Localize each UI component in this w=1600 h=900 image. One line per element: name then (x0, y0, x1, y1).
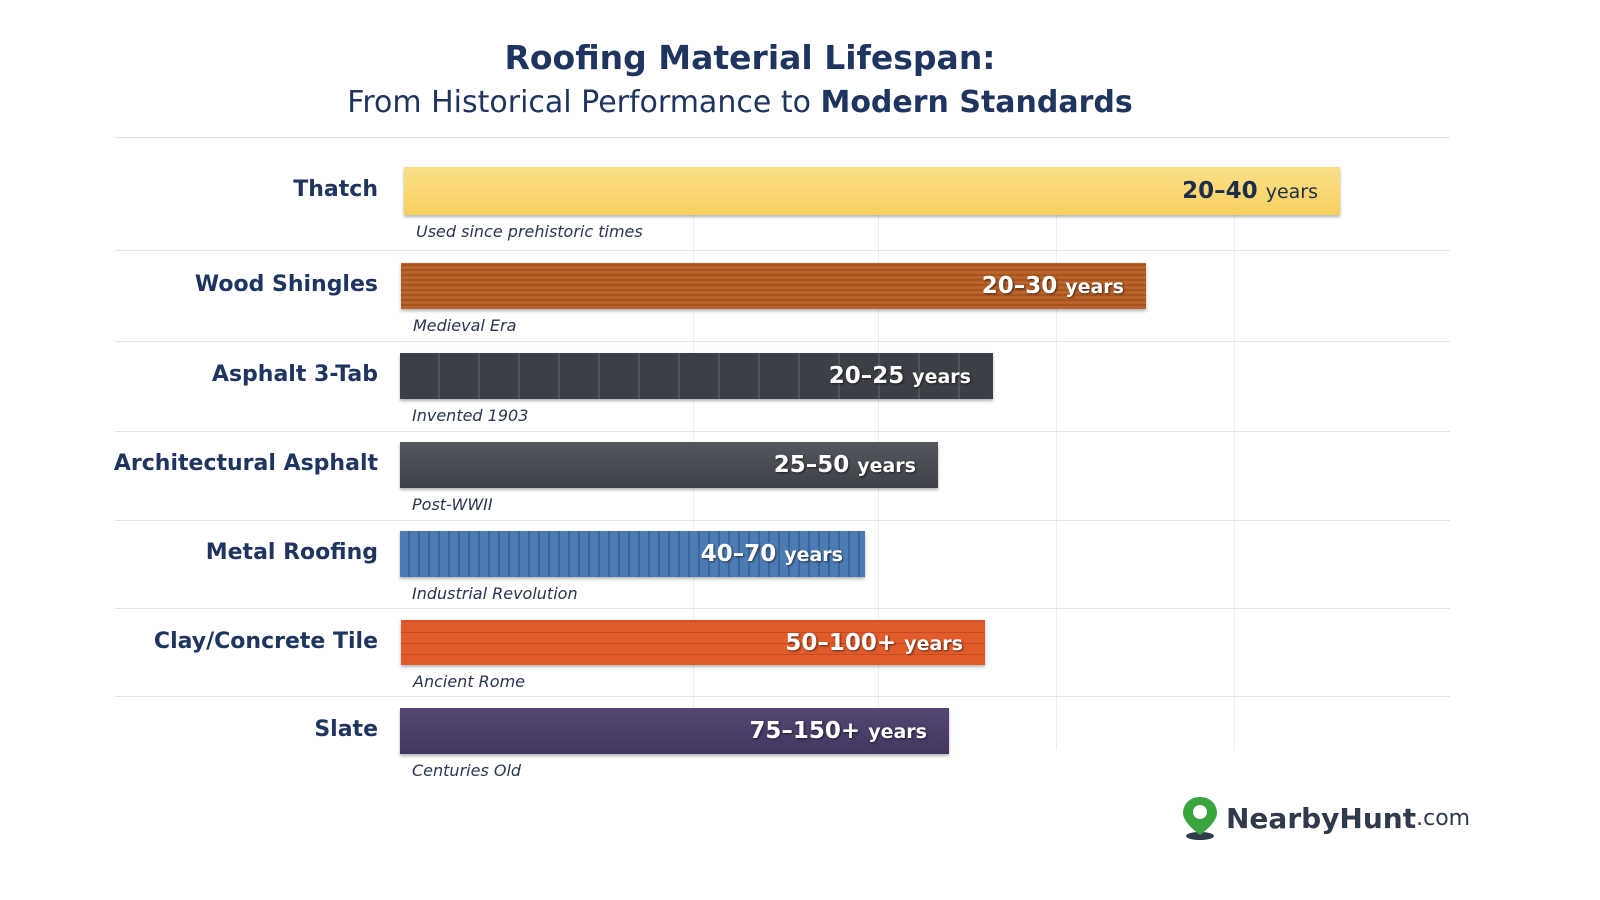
unit: years (912, 366, 971, 388)
value-label: 20–40 years (1182, 178, 1318, 204)
note: Post-WWII (412, 495, 493, 514)
unit: years (784, 544, 843, 566)
unit: years (868, 721, 927, 743)
range: 75–150+ (749, 718, 861, 744)
logo: Nearby Hunt .com (1180, 795, 1470, 841)
row-divider (115, 341, 1450, 342)
logo-part: Hunt (1339, 801, 1417, 835)
subtitle-emphasis: Modern Standards (820, 85, 1133, 120)
unit: years (1065, 276, 1124, 298)
logo-part: Nearby (1226, 801, 1340, 835)
value-label: 50–100+ years (785, 630, 963, 656)
subtitle: From Historical Performance to Modern St… (0, 85, 1480, 120)
note: Industrial Revolution (412, 584, 578, 603)
note: Invented 1903 (412, 406, 529, 425)
bar: 20–30 years (401, 263, 1146, 309)
row-divider (115, 250, 1450, 251)
row-label: Architectural Asphalt (113, 451, 378, 476)
row-label: Clay/Concrete Tile (153, 628, 378, 654)
subtitle-lead: From Historical Performance to (347, 85, 821, 120)
unit: years (1265, 181, 1318, 203)
value-label: 25–50 years (774, 452, 916, 478)
value-label: 20–25 years (829, 363, 971, 389)
range: 25–50 (773, 452, 850, 478)
row-label: Metal Roofing (205, 540, 378, 565)
logo-pin (1183, 797, 1217, 840)
row-divider (115, 431, 1450, 432)
bar: 50–100+ years (401, 620, 985, 665)
bar: 40–70 years (400, 531, 865, 577)
grid-line (1056, 215, 1057, 750)
row-label: Asphalt 3-Tab (211, 362, 378, 387)
range: 20–30 (981, 273, 1058, 299)
grid-line (1234, 215, 1235, 750)
note: Medieval Era (413, 316, 517, 335)
unit: years (857, 455, 916, 477)
value-label: 40–70 years (701, 541, 843, 567)
note: Used since prehistoric times (416, 222, 643, 241)
bar: 20–25 years (400, 353, 993, 399)
range: 40–70 (700, 541, 777, 567)
note: Centuries Old (412, 761, 522, 780)
title: Roofing Material Lifespan: (504, 38, 996, 77)
range: 20–40 (1182, 178, 1258, 204)
row-divider (115, 608, 1450, 609)
divider (115, 137, 1450, 138)
value-label: 75–150+ years (749, 718, 927, 744)
unit: years (904, 632, 963, 655)
bar: 20–40 years (404, 167, 1340, 215)
bar: 25–50 years (400, 442, 938, 488)
note: Ancient Rome (413, 672, 526, 691)
row-label: Thatch (293, 177, 378, 202)
range: 50–100+ (785, 629, 897, 656)
row-label: Wood Shingles (194, 272, 378, 297)
row-label: Slate (314, 717, 378, 742)
logo-part: .com (1416, 805, 1471, 831)
row-divider (115, 696, 1450, 697)
value-label: 20–30 years (982, 273, 1124, 299)
bar: 75–150+ years (400, 708, 949, 754)
row-divider (115, 520, 1450, 521)
range: 20–25 (828, 363, 905, 389)
